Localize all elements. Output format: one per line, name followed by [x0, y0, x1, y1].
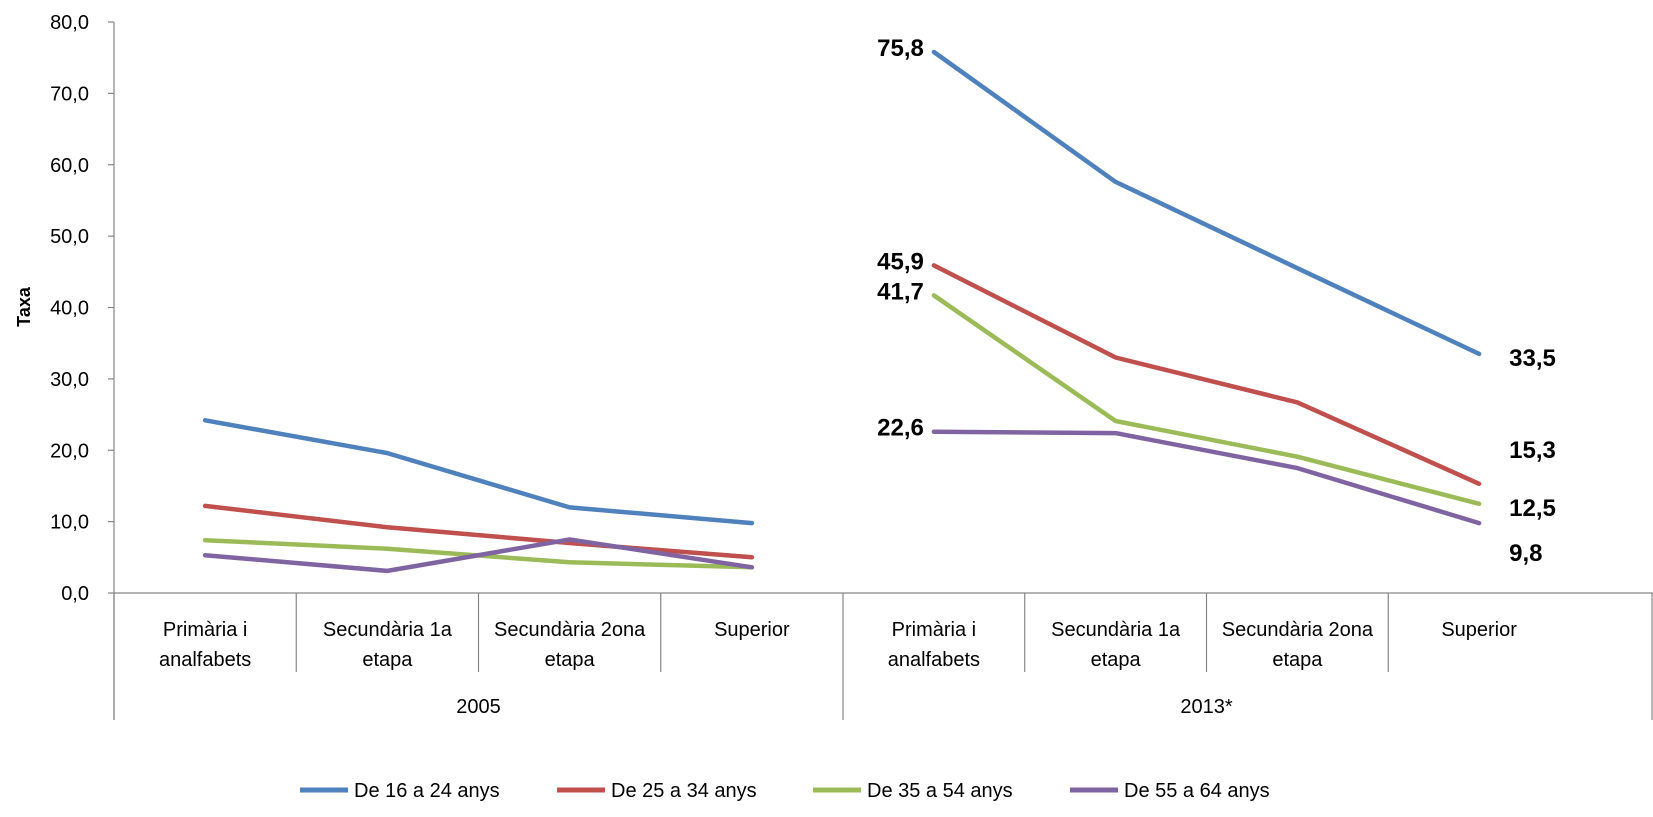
category-label: Secundària 2ona — [494, 619, 646, 641]
category-label: Secundària 1a — [323, 619, 453, 641]
series-line-2013 — [931, 263, 1482, 487]
y-axis-label: Taxa — [14, 286, 34, 327]
series-line-2005 — [202, 418, 755, 526]
legend-label: De 35 a 54 anys — [867, 780, 1013, 802]
category-label: Secundària 1a — [1051, 619, 1181, 641]
category-label: analfabets — [159, 649, 251, 671]
y-tick-labels: 0,0 10,0 20,0 30,0 40,0 50,0 60,0 70,0 80,0 — [50, 12, 89, 605]
category-label: etapa — [1091, 649, 1142, 671]
data-label: 75,8 — [877, 35, 924, 62]
y-tick-label: 30,0 — [50, 369, 89, 391]
category-label: Superior — [714, 619, 790, 641]
y-tick-label: 70,0 — [50, 83, 89, 105]
y-tick-label: 20,0 — [50, 440, 89, 462]
legend-label: De 16 a 24 anys — [354, 780, 500, 802]
group-labels: 2005 2013* — [456, 696, 1233, 718]
category-label: Superior — [1441, 619, 1517, 641]
legend: De 16 a 24 anys De 25 a 34 anys De 35 a 54… — [300, 780, 1270, 802]
series-line-2013 — [931, 293, 1482, 507]
category-label: Primària i — [163, 619, 247, 641]
data-label: 9,8 — [1509, 540, 1542, 567]
category-label: etapa — [362, 649, 413, 671]
category-labels: Primària i analfabets Secundària 1a etapa Se… — [159, 619, 1517, 671]
category-label: Secundària 2ona — [1222, 619, 1374, 641]
y-tick-label: 80,0 — [50, 12, 89, 34]
group-label: 2013* — [1180, 696, 1232, 718]
category-label: analfabets — [888, 649, 980, 671]
data-label: 22,6 — [877, 415, 924, 442]
group-label: 2005 — [456, 696, 501, 718]
series-line-2013 — [931, 429, 1482, 526]
data-label: 15,3 — [1509, 437, 1556, 464]
data-label: 45,9 — [877, 248, 924, 275]
y-tick-label: 40,0 — [50, 298, 89, 320]
series-line-2013 — [931, 49, 1482, 357]
series-line-2005 — [202, 537, 755, 574]
axes — [108, 21, 1653, 720]
series-lines — [202, 49, 1482, 574]
data-label: 41,7 — [877, 278, 924, 305]
legend-label: De 25 a 34 anys — [611, 780, 757, 802]
legend-label: De 55 a 64 anys — [1124, 780, 1270, 802]
category-label: etapa — [545, 649, 596, 671]
data-label: 33,5 — [1509, 345, 1556, 372]
y-tick-label: 60,0 — [50, 155, 89, 177]
category-label: etapa — [1272, 649, 1323, 671]
y-tick-label: 50,0 — [50, 226, 89, 248]
series-line-2005 — [202, 503, 755, 560]
data-label: 12,5 — [1509, 495, 1556, 522]
category-label: Primària i — [892, 619, 976, 641]
y-tick-label: 10,0 — [50, 512, 89, 534]
data-labels: 75,8 33,5 45,9 15,3 41,7 12,5 22,6 9,8 — [877, 35, 1556, 567]
y-tick-label: 0,0 — [61, 583, 89, 605]
